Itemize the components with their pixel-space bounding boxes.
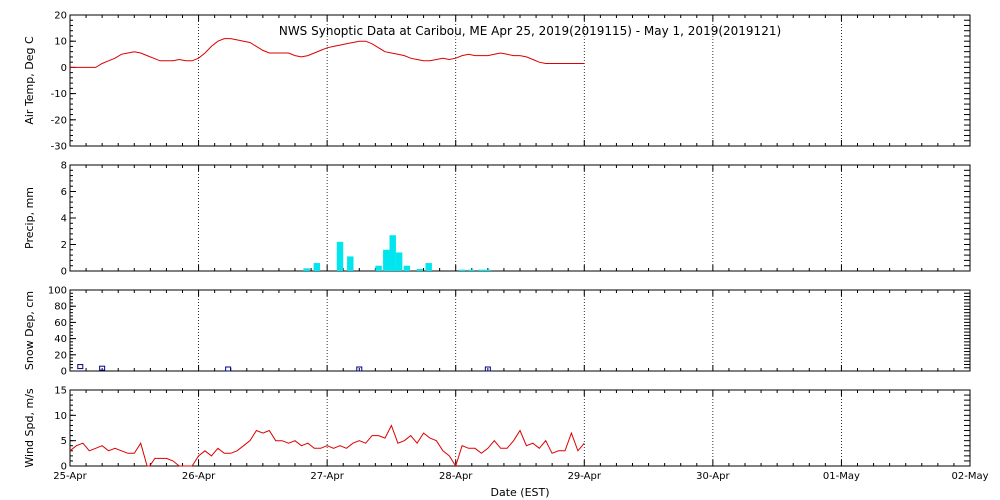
precip-bar — [313, 263, 321, 271]
snow-depth-y-tick-label: 40 — [54, 334, 67, 345]
x-tick-label: 29-Apr — [568, 471, 602, 482]
wind-speed-y-tick-label: 10 — [54, 411, 67, 422]
precip-y-tick-label: 2 — [61, 240, 67, 251]
air-temp-y-axis-label: Air Temp, Deg C — [23, 36, 36, 125]
x-tick-label: 26-Apr — [182, 471, 216, 482]
precip-frame — [69, 164, 971, 272]
snow-depth-y-tick-label: 80 — [54, 302, 67, 313]
precip-y-tick-label: 0 — [61, 267, 67, 278]
precip-bar — [347, 256, 354, 271]
wind-speed-y-tick-label: 15 — [54, 386, 67, 397]
precip-bar — [389, 235, 396, 271]
precip-bar — [303, 268, 310, 271]
precip-bar — [458, 269, 466, 271]
x-tick-label: 28-Apr — [439, 471, 473, 482]
air-temp-y-tick-label: -20 — [51, 115, 67, 126]
snow-depth-marker — [99, 365, 106, 371]
air-temp-y-tick-label: -10 — [51, 89, 67, 100]
air-temp-y-tick-label: 20 — [54, 11, 67, 22]
x-axis-label: Date (EST) — [490, 486, 549, 499]
wind-speed-series-line — [69, 424, 585, 468]
x-tick-label: 25-Apr — [53, 471, 87, 482]
snow-depth-frame — [69, 289, 971, 372]
precip-bar — [425, 263, 432, 271]
precip-bar — [383, 249, 390, 271]
x-tick-label: 27-Apr — [310, 471, 344, 482]
wind-speed-frame — [69, 389, 971, 467]
snow-depth-marker — [484, 366, 491, 372]
precip-y-axis-label: Precip, mm — [23, 187, 36, 249]
snow-depth-marker — [356, 366, 363, 372]
wind-speed-y-axis-label: Wind Spd, m/s — [23, 388, 36, 468]
air-temp-y-tick-label: -30 — [51, 142, 67, 153]
x-tick-label: 02-May — [951, 471, 988, 482]
snow-depth-y-tick-label: 60 — [54, 318, 67, 329]
precip-bar — [478, 269, 485, 271]
precip-bar — [484, 269, 492, 271]
snow-depth-y-tick-label: 100 — [48, 286, 67, 297]
wind-speed-y-tick-label: 0 — [61, 462, 67, 473]
air-temp-y-tick-label: 10 — [54, 37, 67, 48]
precip-bar — [467, 269, 475, 271]
precip-y-tick-label: 6 — [61, 187, 67, 198]
precip-y-tick-label: 8 — [61, 161, 67, 172]
x-tick-label: 30-Apr — [696, 471, 730, 482]
x-tick-label: 01-May — [823, 471, 860, 482]
snow-depth-marker — [77, 364, 84, 370]
precip-y-tick-label: 4 — [61, 214, 67, 225]
chart-title: NWS Synoptic Data at Caribou, ME Apr 25,… — [279, 24, 781, 38]
precip-bar — [375, 265, 382, 271]
air-temp-series-line — [70, 38, 585, 68]
snow-depth-y-axis-label: Snow Dep, cm — [23, 291, 36, 370]
snow-depth-marker — [225, 366, 232, 372]
snow-depth-y-tick-label: 20 — [54, 350, 67, 361]
air-temp-y-tick-label: 0 — [61, 63, 67, 74]
precip-bar — [416, 269, 423, 271]
precip-bar — [403, 265, 411, 271]
precip-bar — [336, 241, 344, 271]
wind-speed-y-tick-label: 5 — [61, 436, 67, 447]
precip-bar — [395, 252, 403, 271]
snow-depth-y-tick-label: 0 — [61, 367, 67, 378]
